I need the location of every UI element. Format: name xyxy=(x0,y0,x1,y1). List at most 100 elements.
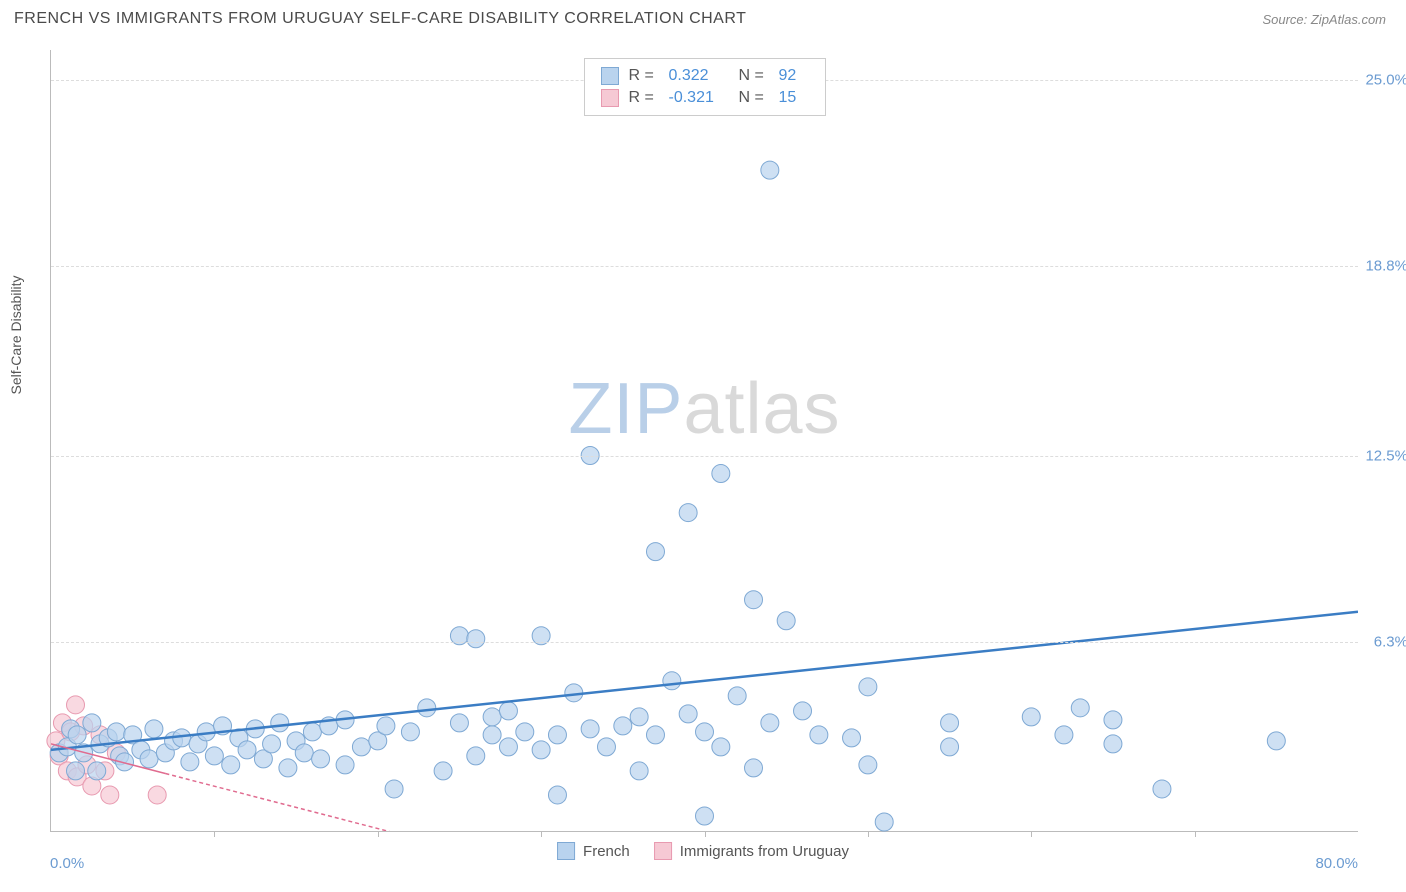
n-value-uruguay: 15 xyxy=(779,89,809,107)
data-point xyxy=(630,708,648,726)
data-point xyxy=(696,807,714,825)
data-point xyxy=(859,756,877,774)
data-point xyxy=(263,735,281,753)
data-point xyxy=(101,786,119,804)
data-point xyxy=(1071,699,1089,717)
data-point xyxy=(499,702,517,720)
data-point xyxy=(67,696,85,714)
data-point xyxy=(83,714,101,732)
scatter-svg xyxy=(51,50,1358,831)
data-point xyxy=(483,708,501,726)
data-point xyxy=(1153,780,1171,798)
data-point xyxy=(107,723,125,741)
y-axis-label: Self-Care Disability xyxy=(8,275,24,394)
data-point xyxy=(312,750,330,768)
x-tick xyxy=(868,831,869,837)
gridline xyxy=(51,642,1358,643)
x-tick xyxy=(214,831,215,837)
chart-plot-area: ZIPatlas R = 0.322 N = 92 R = -0.321 N =… xyxy=(50,50,1358,832)
data-point xyxy=(548,726,566,744)
data-point xyxy=(745,759,763,777)
gridline xyxy=(51,266,1358,267)
data-point xyxy=(875,813,893,831)
data-point xyxy=(140,750,158,768)
data-point xyxy=(68,726,86,744)
data-point xyxy=(295,744,313,762)
data-point xyxy=(777,612,795,630)
data-point xyxy=(181,753,199,771)
n-value-french: 92 xyxy=(779,67,809,85)
series-legend: French Immigrants from Uruguay xyxy=(557,842,849,860)
data-point xyxy=(303,723,321,741)
data-point xyxy=(205,747,223,765)
chart-title: FRENCH VS IMMIGRANTS FROM URUGUAY SELF-C… xyxy=(14,10,746,28)
data-point xyxy=(597,738,615,756)
data-point xyxy=(646,543,664,561)
swatch-french xyxy=(601,67,619,85)
data-point xyxy=(516,723,534,741)
r-label: R = xyxy=(629,89,659,107)
data-point xyxy=(581,720,599,738)
data-point xyxy=(1104,735,1122,753)
data-point xyxy=(794,702,812,720)
x-tick xyxy=(1195,831,1196,837)
data-point xyxy=(238,741,256,759)
legend-label-french: French xyxy=(583,843,630,860)
data-point xyxy=(418,699,436,717)
swatch-french-bottom xyxy=(557,842,575,860)
data-point xyxy=(663,672,681,690)
data-point xyxy=(696,723,714,741)
data-point xyxy=(336,756,354,774)
r-value-uruguay: -0.321 xyxy=(669,89,729,107)
data-point xyxy=(712,738,730,756)
data-point xyxy=(1267,732,1285,750)
data-point xyxy=(1055,726,1073,744)
y-tick-label: 12.5% xyxy=(1365,447,1406,464)
data-point xyxy=(467,747,485,765)
legend-item-french: French xyxy=(557,842,630,860)
data-point xyxy=(712,465,730,483)
legend-row-french: R = 0.322 N = 92 xyxy=(601,65,809,87)
data-point xyxy=(483,726,501,744)
data-point xyxy=(843,729,861,747)
data-point xyxy=(941,738,959,756)
data-point xyxy=(761,714,779,732)
data-point xyxy=(148,786,166,804)
data-point xyxy=(385,780,403,798)
data-point xyxy=(67,762,85,780)
r-label: R = xyxy=(629,67,659,85)
data-point xyxy=(1104,711,1122,729)
data-point xyxy=(679,504,697,522)
data-point xyxy=(271,714,289,732)
y-tick-label: 18.8% xyxy=(1365,258,1406,275)
source-attribution: Source: ZipAtlas.com xyxy=(1262,12,1386,27)
correlation-legend: R = 0.322 N = 92 R = -0.321 N = 15 xyxy=(584,58,826,116)
data-point xyxy=(88,762,106,780)
trend-line-dashed xyxy=(165,774,410,837)
data-point xyxy=(279,759,297,777)
data-point xyxy=(467,630,485,648)
data-point xyxy=(761,161,779,179)
x-axis-max: 80.0% xyxy=(1315,855,1358,872)
data-point xyxy=(614,717,632,735)
y-tick-label: 6.3% xyxy=(1374,633,1406,650)
data-point xyxy=(377,717,395,735)
r-value-french: 0.322 xyxy=(669,67,729,85)
data-point xyxy=(450,714,468,732)
data-point xyxy=(679,705,697,723)
swatch-uruguay-bottom xyxy=(654,842,672,860)
data-point xyxy=(222,756,240,774)
x-tick xyxy=(541,831,542,837)
data-point xyxy=(532,741,550,759)
legend-row-uruguay: R = -0.321 N = 15 xyxy=(601,87,809,109)
data-point xyxy=(401,723,419,741)
n-label: N = xyxy=(739,89,769,107)
data-point xyxy=(941,714,959,732)
n-label: N = xyxy=(739,67,769,85)
x-tick xyxy=(705,831,706,837)
data-point xyxy=(859,678,877,696)
x-tick xyxy=(1031,831,1032,837)
data-point xyxy=(434,762,452,780)
data-point xyxy=(499,738,517,756)
legend-item-uruguay: Immigrants from Uruguay xyxy=(654,842,849,860)
